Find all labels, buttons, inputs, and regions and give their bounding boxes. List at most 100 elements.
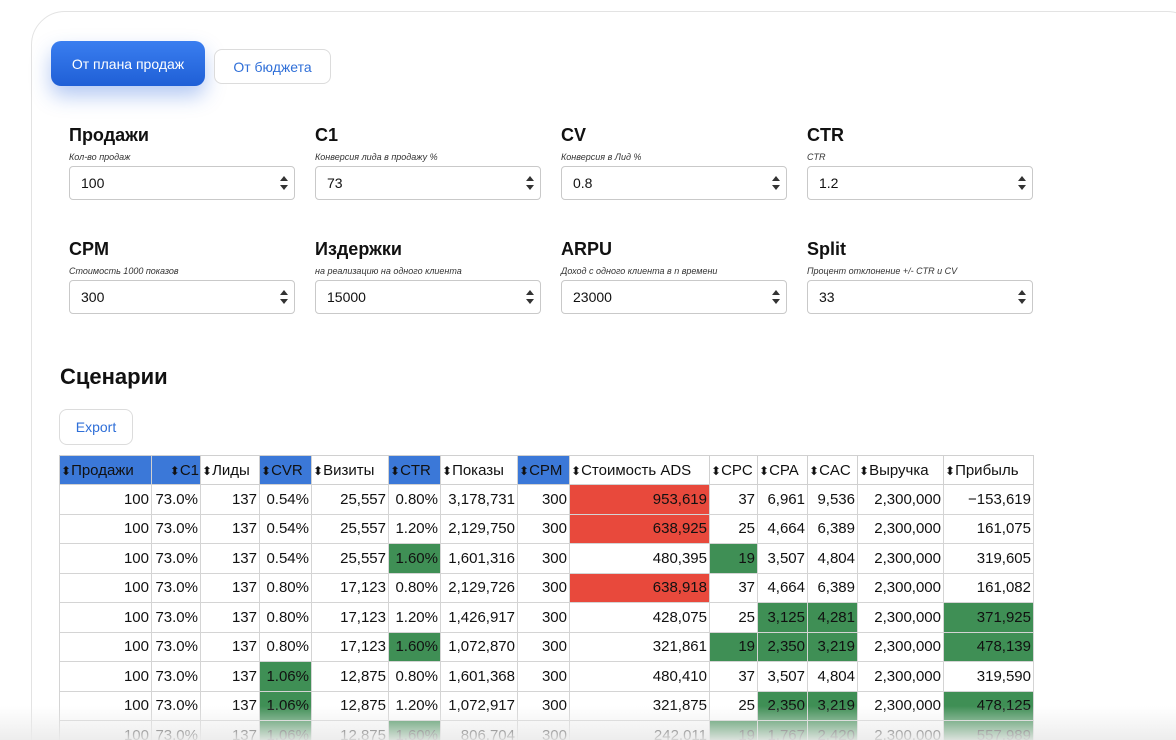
increment-arrow-icon[interactable] [526,176,534,181]
column-header[interactable]: ⬍CPC [709,455,758,485]
column-header[interactable]: ⬍CPA [757,455,808,485]
table-cell: 2,300,000 [857,572,944,603]
decrement-arrow-icon[interactable] [526,185,534,190]
sort-icon[interactable]: ⬍ [313,463,324,478]
input-value[interactable]: 100 [81,175,105,191]
table-cell: 161,075 [943,513,1034,544]
column-header[interactable]: ⬍CAC [807,455,858,485]
column-label: CAC [819,461,851,479]
stepper[interactable] [1018,176,1026,190]
stepper[interactable] [772,290,780,304]
sort-icon[interactable]: ⬍ [169,463,180,478]
field-hint: Доход с одного клиента в n времени [561,266,718,276]
increment-arrow-icon[interactable] [526,290,534,295]
number-input[interactable]: 1.2 [807,166,1033,200]
column-header[interactable]: ⬍Выручка [857,455,944,485]
sort-icon[interactable]: ⬍ [202,463,213,478]
column-header[interactable]: ⬍Лиды [200,455,260,485]
input-value[interactable]: 73 [327,175,343,191]
table-cell: 371,925 [943,602,1034,633]
table-cell: 2,300,000 [857,661,944,692]
table-cell: 100 [59,720,152,740]
sort-icon[interactable]: ⬍ [571,463,582,478]
number-input[interactable]: 300 [69,280,295,314]
field-1: C1 Конверсия лида в продажу % 73 [315,124,541,200]
input-value[interactable]: 23000 [573,289,612,305]
tab-budget[interactable]: От бюджета [214,49,331,84]
export-button[interactable]: Export [59,409,133,445]
decrement-arrow-icon[interactable] [526,299,534,304]
stepper[interactable] [526,290,534,304]
increment-arrow-icon[interactable] [772,176,780,181]
number-input[interactable]: 73 [315,166,541,200]
table-cell: 0.80% [388,572,441,603]
increment-arrow-icon[interactable] [280,176,288,181]
column-header[interactable]: ⬍Визиты [311,455,389,485]
stepper[interactable] [1018,290,1026,304]
sort-icon[interactable]: ⬍ [859,463,870,478]
table-cell: 300 [517,602,570,633]
table-cell: 806,704 [440,720,518,740]
input-value[interactable]: 33 [819,289,835,305]
stepper[interactable] [526,176,534,190]
column-header[interactable]: ⬍CVR [259,455,312,485]
table-cell: 2,300,000 [857,720,944,740]
sort-icon[interactable]: ⬍ [61,463,72,478]
sort-icon[interactable]: ⬍ [442,463,453,478]
column-header[interactable]: ⬍Продажи [59,455,152,485]
sort-icon[interactable]: ⬍ [945,463,956,478]
column-header[interactable]: ⬍Показы [440,455,518,485]
number-input[interactable]: 0.8 [561,166,787,200]
table-cell: 2,350 [757,631,808,662]
sort-icon[interactable]: ⬍ [759,463,770,478]
column-header[interactable]: ⬍CTR [388,455,441,485]
table-cell: 2,129,726 [440,572,518,603]
decrement-arrow-icon[interactable] [280,185,288,190]
number-input[interactable]: 100 [69,166,295,200]
stepper[interactable] [772,176,780,190]
input-value[interactable]: 15000 [327,289,366,305]
number-input[interactable]: 23000 [561,280,787,314]
increment-arrow-icon[interactable] [772,290,780,295]
table-row: 100 73.0% 137 0.80% 17,123 1.20% 1,426,917 300 4… [59,602,1034,633]
sort-icon[interactable]: ⬍ [711,463,722,478]
table-cell: 6,389 [807,572,858,603]
column-header[interactable]: ⬍Стоимость ADS [569,455,710,485]
column-header[interactable]: ⬍Прибыль [943,455,1034,485]
table-cell: 100 [59,484,152,515]
increment-arrow-icon[interactable] [1018,176,1026,181]
increment-arrow-icon[interactable] [280,290,288,295]
number-input[interactable]: 15000 [315,280,541,314]
decrement-arrow-icon[interactable] [1018,185,1026,190]
input-value[interactable]: 0.8 [573,175,593,191]
table-cell: 4,281 [807,602,858,633]
table-cell: 3,219 [807,631,858,662]
table-cell: 73.0% [151,720,201,740]
table-cell: 2,300,000 [857,631,944,662]
column-header[interactable]: ⬍CPM [517,455,570,485]
decrement-arrow-icon[interactable] [772,299,780,304]
table-cell: 300 [517,720,570,740]
decrement-arrow-icon[interactable] [1018,299,1026,304]
table-cell: 19 [709,631,758,662]
table-row: 100 73.0% 137 0.54% 25,557 1.20% 2,129,750 300 6… [59,513,1034,544]
table-cell: 137 [200,661,260,692]
input-value[interactable]: 1.2 [819,175,839,191]
tab-sales-plan[interactable]: От плана продаж [51,41,205,86]
table-cell: 3,178,731 [440,484,518,515]
decrement-arrow-icon[interactable] [280,299,288,304]
stepper[interactable] [280,176,288,190]
table-cell: 1.06% [259,690,312,721]
sort-icon[interactable]: ⬍ [809,463,820,478]
stepper[interactable] [280,290,288,304]
table-cell: 100 [59,602,152,633]
number-input[interactable]: 33 [807,280,1033,314]
input-value[interactable]: 300 [81,289,105,305]
column-label: Прибыль [955,461,1019,479]
sort-icon[interactable]: ⬍ [390,463,401,478]
increment-arrow-icon[interactable] [1018,290,1026,295]
column-header[interactable]: ⬍C1 [151,455,201,485]
sort-icon[interactable]: ⬍ [519,463,530,478]
sort-icon[interactable]: ⬍ [261,463,272,478]
decrement-arrow-icon[interactable] [772,185,780,190]
